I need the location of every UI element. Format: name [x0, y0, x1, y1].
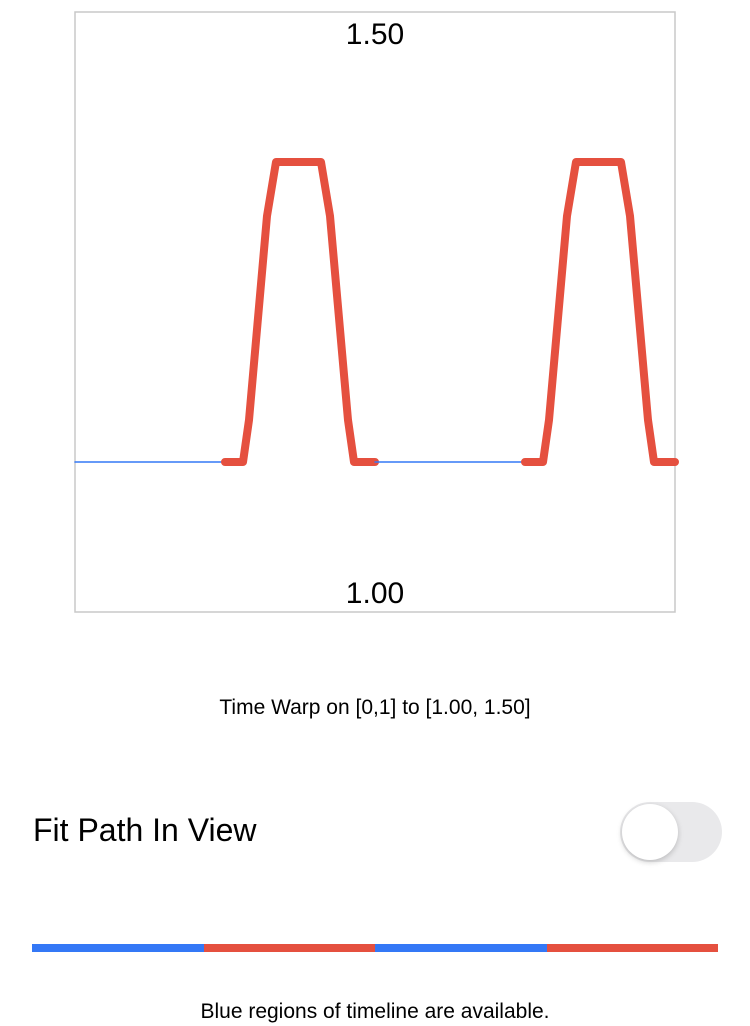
- y-bottom-label: 1.00: [346, 577, 404, 610]
- series-group: [74, 158, 679, 466]
- fit-path-toggle[interactable]: [620, 802, 722, 862]
- warp-segment-3: [521, 158, 679, 466]
- warp-segment-1: [221, 158, 379, 466]
- timeline-segment-1: [203, 944, 375, 952]
- timeline-segment-2: [375, 944, 547, 952]
- y-top-label: 1.50: [346, 18, 404, 51]
- timeline-bar: [32, 944, 718, 952]
- time-warp-chart: 1.50 1.00: [74, 11, 679, 613]
- chart-frame: [74, 11, 676, 613]
- fit-path-label: Fit Path In View: [33, 812, 257, 848]
- toggle-knob: [622, 804, 678, 860]
- time-warp-caption: Time Warp on [0,1] to [1.00, 1.50]: [219, 696, 531, 719]
- timeline-segment-3: [546, 944, 718, 952]
- timeline-segment-0: [32, 944, 204, 952]
- timeline-caption: Blue regions of timeline are available.: [200, 1000, 550, 1023]
